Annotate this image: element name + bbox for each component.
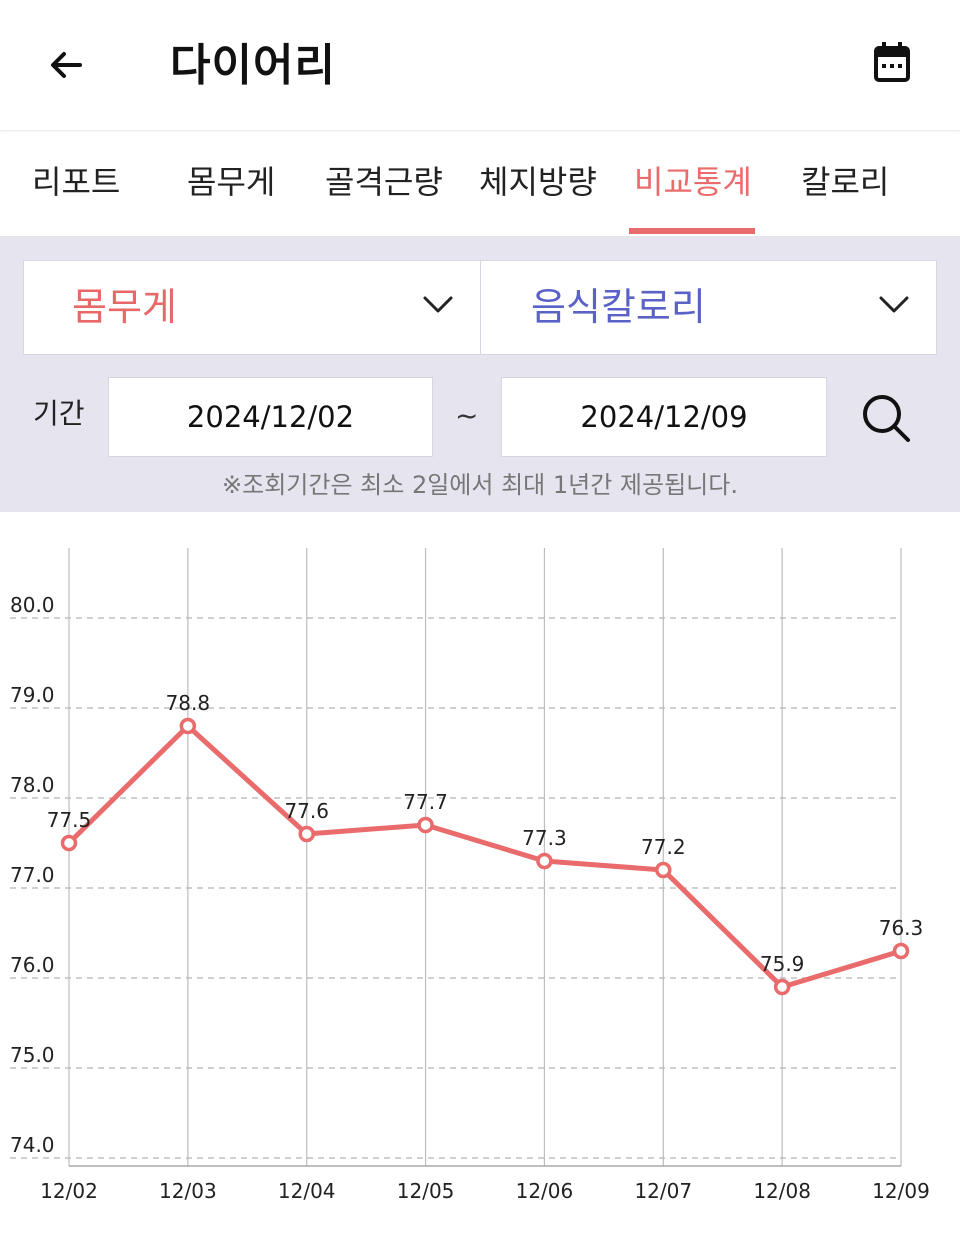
data-point <box>655 861 672 879</box>
y-tick-label: 76.0 <box>10 953 55 977</box>
period-notice: ※조회기간은 최소 2일에서 최대 1년간 제공됩니다. <box>222 471 738 499</box>
data-label: 75.9 <box>760 952 805 976</box>
filter-panel: 몸무게 음식칼로리 기간 2024/12/02 ~ 2024/12/09 ※조회… <box>0 236 960 512</box>
end-date-field[interactable]: 2024/12/09 <box>501 377 827 457</box>
data-point <box>298 825 315 843</box>
tab-report[interactable]: 리포트 <box>32 163 121 201</box>
metric-select-right[interactable]: 음식칼로리 <box>481 261 936 354</box>
y-tick-label: 74.0 <box>10 1133 55 1157</box>
series-line <box>66 723 904 990</box>
data-point <box>773 978 791 996</box>
tab-calories[interactable]: 칼로리 <box>801 163 890 201</box>
chevron-down-icon <box>879 296 909 313</box>
search-button[interactable] <box>858 390 914 446</box>
data-label: 77.6 <box>284 799 329 823</box>
calendar-icon <box>874 42 910 82</box>
page-title: 다이어리 <box>170 40 336 91</box>
tab-weight[interactable]: 몸무게 <box>187 163 276 201</box>
tab-bar: 리포트 몸무게 골격근량 체지방량 비교통계 칼로리 <box>0 132 960 236</box>
calendar-button[interactable] <box>868 38 920 90</box>
x-tick-label: 12/09 <box>872 1179 930 1203</box>
search-icon <box>863 395 910 442</box>
x-tick-label: 12/02 <box>40 1179 98 1203</box>
active-tab-indicator <box>629 228 755 234</box>
metric-selectors: 몸무게 음식칼로리 <box>23 260 937 355</box>
data-label: 78.8 <box>166 691 211 715</box>
app-header: 다이어리 <box>0 0 960 131</box>
tab-body-fat[interactable]: 체지방량 <box>479 163 597 201</box>
start-date-field[interactable]: 2024/12/02 <box>108 377 433 457</box>
metric-right-value: 음식칼로리 <box>531 285 706 329</box>
data-point <box>892 942 910 960</box>
data-label: 76.3 <box>879 916 924 940</box>
data-label: 77.7 <box>403 790 448 814</box>
y-tick-label: 80.0 <box>10 593 55 617</box>
data-point <box>417 816 434 834</box>
comparison-chart: 74.0 75.0 76.0 77.0 78.0 79.0 80.0 12/02 12/03 12… <box>0 512 960 1251</box>
data-label: 77.5 <box>47 808 92 832</box>
arrow-left-icon <box>51 52 82 78</box>
period-label: 기간 <box>33 397 85 430</box>
y-tick-label: 77.0 <box>10 863 55 887</box>
metric-left-value: 몸무게 <box>72 285 177 329</box>
x-tick-label: 12/06 <box>516 1179 574 1203</box>
x-tick-label: 12/07 <box>634 1179 692 1203</box>
metric-select-left[interactable]: 몸무게 <box>24 261 481 354</box>
y-tick-label: 78.0 <box>10 773 55 797</box>
y-tick-label: 79.0 <box>10 683 55 707</box>
data-point <box>536 852 553 870</box>
data-point <box>179 717 197 735</box>
chevron-down-icon <box>423 296 453 313</box>
line-chart: 74.0 75.0 76.0 77.0 78.0 79.0 80.0 12/02 12/03 12… <box>10 548 930 1203</box>
y-tick-label: 75.0 <box>10 1043 55 1067</box>
tab-compare-stats[interactable]: 비교통계 <box>634 163 752 201</box>
data-label: 77.2 <box>641 835 686 859</box>
back-button[interactable] <box>40 38 96 94</box>
date-separator: ~ <box>455 399 479 432</box>
x-tick-label: 12/03 <box>159 1179 217 1203</box>
x-tick-label: 12/04 <box>278 1179 336 1203</box>
data-point <box>60 834 78 852</box>
data-label: 77.3 <box>522 826 567 850</box>
tab-muscle-mass[interactable]: 골격근량 <box>325 163 443 201</box>
x-tick-label: 12/08 <box>753 1179 811 1203</box>
x-tick-label: 12/05 <box>397 1179 455 1203</box>
